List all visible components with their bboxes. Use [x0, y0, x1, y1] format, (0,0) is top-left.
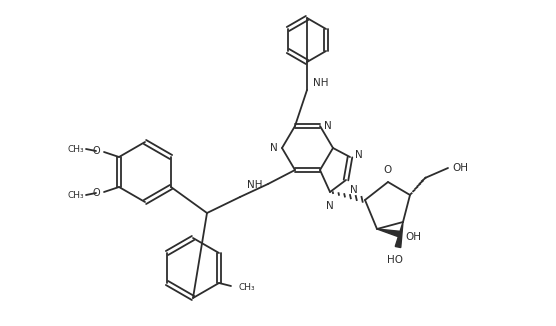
- Polygon shape: [377, 229, 400, 237]
- Text: N: N: [326, 201, 334, 211]
- Text: HO: HO: [387, 255, 403, 265]
- Text: N: N: [270, 143, 278, 153]
- Text: O: O: [383, 165, 391, 175]
- Text: N: N: [324, 121, 332, 131]
- Text: NH: NH: [313, 78, 329, 88]
- Text: CH₃: CH₃: [239, 283, 256, 291]
- Text: OH: OH: [452, 163, 468, 173]
- Text: O: O: [92, 188, 100, 198]
- Text: O: O: [92, 146, 100, 156]
- Text: OH: OH: [405, 232, 421, 242]
- Text: CH₃: CH₃: [67, 144, 84, 154]
- Text: N: N: [355, 150, 363, 160]
- Text: NH: NH: [247, 180, 263, 190]
- Text: CH₃: CH₃: [67, 190, 84, 200]
- Polygon shape: [395, 222, 403, 247]
- Text: N: N: [350, 185, 358, 195]
